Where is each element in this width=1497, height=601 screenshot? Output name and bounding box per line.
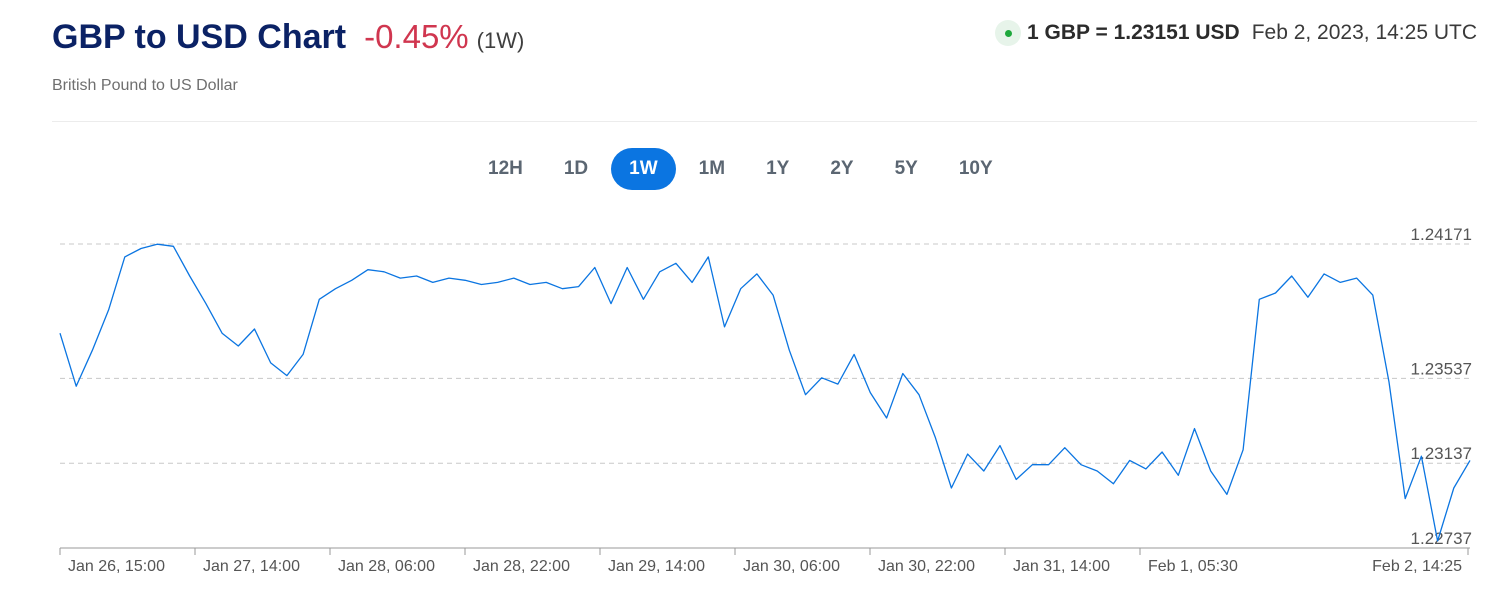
x-tick-label: Jan 27, 14:00 xyxy=(203,558,300,575)
x-tick-label: Feb 2, 14:25 xyxy=(1372,558,1462,575)
change-period: (1W) xyxy=(476,28,525,53)
tab-10y[interactable]: 10Y xyxy=(958,158,993,179)
y-tick-label: 1.22737 xyxy=(1411,529,1472,548)
tab-1d[interactable]: 1D xyxy=(563,158,589,179)
x-tick-label: Jan 26, 15:00 xyxy=(68,558,165,575)
y-tick-label: 1.24171 xyxy=(1411,225,1472,244)
live-rate: 1 GBP = 1.23151 USD Feb 2, 2023, 14:25 U… xyxy=(995,20,1477,46)
x-tick-label: Feb 1, 05:30 xyxy=(1148,558,1238,575)
page-subtitle: British Pound to US Dollar xyxy=(52,77,238,94)
live-indicator-icon xyxy=(995,20,1022,46)
x-tick-label: Jan 29, 14:00 xyxy=(608,558,705,575)
tab-5y[interactable]: 5Y xyxy=(894,158,918,179)
tab-1w[interactable]: 1W xyxy=(611,148,676,190)
range-tabs: 12H 1D 1W 1M 1Y 2Y 5Y 10Y xyxy=(470,148,1016,190)
percent-change: -0.45% xyxy=(364,18,469,55)
exchange-rate: 1 GBP = 1.23151 USD xyxy=(1027,21,1240,44)
tab-12h[interactable]: 12H xyxy=(488,158,523,179)
x-tick-label: Jan 31, 14:00 xyxy=(1013,558,1110,575)
header-divider xyxy=(52,121,1477,122)
series-line xyxy=(59,243,1471,542)
rate-timestamp: Feb 2, 2023, 14:25 UTC xyxy=(1251,21,1477,44)
y-tick-label: 1.23537 xyxy=(1411,359,1472,378)
x-tick-label: Jan 30, 06:00 xyxy=(743,558,840,575)
tab-1y[interactable]: 1Y xyxy=(766,158,790,179)
title-row: GBP to USD Chart -0.45% (1W) xyxy=(52,18,524,57)
x-tick-label: Jan 28, 22:00 xyxy=(473,558,570,575)
x-tick-label: Jan 30, 22:00 xyxy=(878,558,975,575)
tab-2y[interactable]: 2Y xyxy=(830,158,854,179)
x-tick-label: Jan 28, 06:00 xyxy=(338,558,435,575)
tab-1m[interactable]: 1M xyxy=(698,158,726,179)
page-title: GBP to USD Chart xyxy=(52,18,347,56)
y-tick-label: 1.23137 xyxy=(1411,444,1472,463)
